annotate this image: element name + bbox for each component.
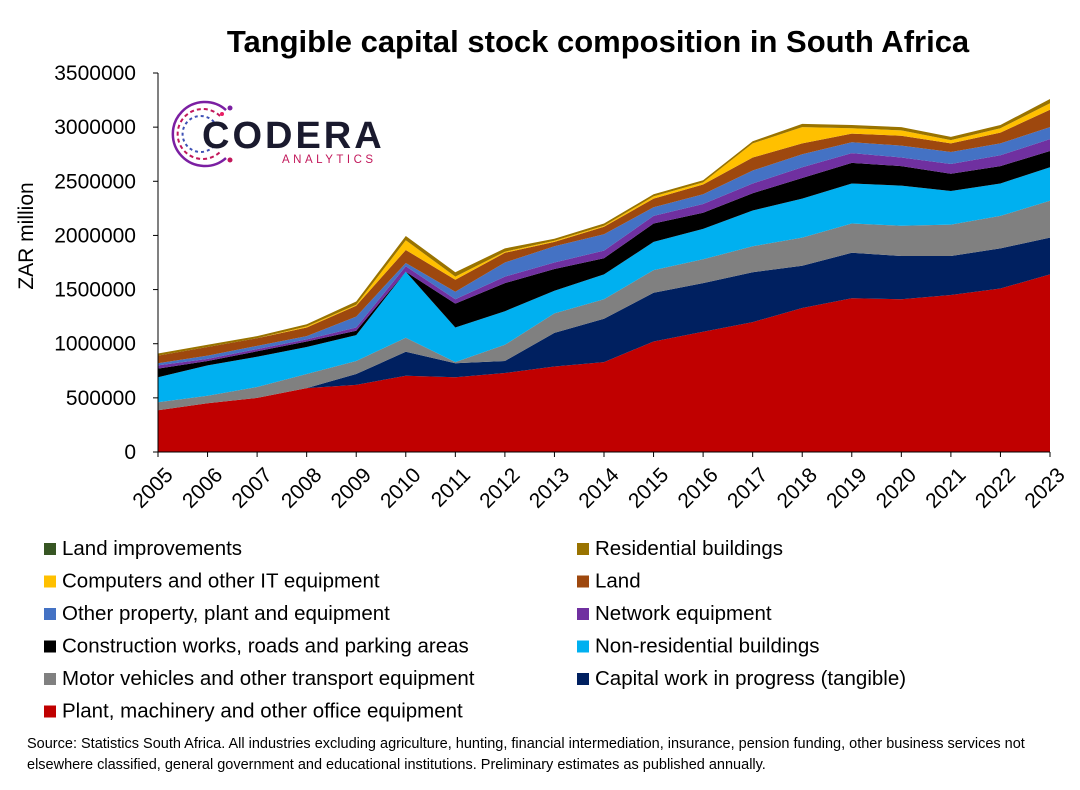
legend-swatch-6 (44, 640, 56, 653)
area-series-6 (158, 127, 1050, 366)
x-tick-labels: 2005 2006 2007 2008 2009 2010 2011 2012 2013 2014… (128, 463, 1069, 513)
x-tick-label-3: 2008 (277, 463, 326, 512)
chart: Tangible capital stock composition in So… (15, 24, 1070, 723)
legend-label-8: Motor vehicles and other transport equip… (62, 667, 475, 690)
legend-swatch-1 (577, 543, 589, 555)
x-tick-label-6: 2011 (427, 463, 475, 511)
x-tick-label-11: 2016 (674, 463, 723, 512)
y-tick-label-5: 2500000 (54, 170, 136, 193)
legend-label-10: Plant, machinery and other office equipm… (62, 700, 463, 723)
x-tick-label-16: 2021 (921, 463, 970, 512)
area-series-5 (158, 139, 1050, 369)
legend-swatch-2 (44, 575, 56, 588)
legend-swatch-8 (44, 673, 56, 685)
chart-title: Tangible capital stock composition in So… (227, 24, 970, 59)
x-tick-label-14: 2019 (822, 463, 871, 512)
codera-logo: CODERA ANALYTICS (171, 100, 385, 168)
legend-label-3: Land (595, 570, 641, 593)
legend-label-2: Computers and other IT equipment (62, 570, 380, 593)
area-series-3 (158, 167, 1050, 403)
x-tick-label-7: 2012 (475, 463, 524, 512)
legend-swatch-10 (44, 705, 56, 718)
axes (153, 72, 1051, 457)
legend-label-5: Network equipment (595, 602, 772, 625)
legend-label-0: Land improvements (62, 537, 242, 560)
x-tick-label-13: 2018 (773, 463, 822, 512)
y-tick-label-1: 500000 (66, 387, 136, 410)
legend-swatch-4 (44, 608, 56, 620)
x-tick-label-17: 2022 (971, 463, 1020, 512)
x-tick-label-1: 2006 (178, 463, 227, 512)
legend: Land improvements Residential buildings Co… (44, 537, 906, 723)
legend-swatch-9 (577, 673, 589, 685)
y-tick-label-0: 0 (124, 441, 136, 464)
legend-label-7: Non-residential buildings (595, 635, 820, 658)
y-tick-label-6: 3000000 (54, 116, 136, 139)
area-series-2 (158, 200, 1050, 411)
logo-mark-icon (171, 100, 233, 168)
legend-label-6: Construction works, roads and parking ar… (62, 635, 469, 658)
legend-label-9: Capital work in progress (tangible) (595, 667, 906, 690)
y-tick-labels: 0 500000 1000000 1500000 2000000 2500000 30000… (54, 62, 136, 464)
legend-swatch-7 (577, 640, 589, 653)
y-tick-label-4: 2000000 (54, 224, 136, 247)
y-tick-label-3: 1500000 (54, 279, 136, 302)
y-tick-label-2: 1000000 (54, 333, 136, 356)
legend-swatch-5 (577, 608, 589, 620)
x-tick-label-5: 2010 (376, 463, 425, 512)
x-tick-label-2: 2007 (228, 463, 277, 512)
x-tick-label-18: 2023 (1020, 463, 1069, 512)
x-tick-label-0: 2005 (128, 463, 177, 512)
area-series-1 (158, 237, 1050, 411)
y-tick-label-7: 3500000 (54, 62, 136, 85)
source-note: Source: Statistics South Africa. All ind… (27, 736, 1025, 773)
area-series-group (158, 99, 1050, 452)
x-tick-label-4: 2009 (327, 463, 376, 512)
area-series-4 (158, 151, 1050, 378)
logo-wordmark: CODERA (202, 115, 385, 157)
x-tick-label-12: 2017 (723, 463, 772, 512)
logo-subtitle: ANALYTICS (282, 154, 377, 166)
area-series-0 (158, 274, 1050, 452)
y-axis-label: ZAR million (15, 182, 38, 289)
legend-swatch-3 (577, 575, 589, 588)
x-tick-label-15: 2020 (872, 463, 921, 512)
x-tick-label-10: 2015 (624, 463, 673, 512)
legend-label-1: Residential buildings (595, 537, 783, 560)
legend-label-4: Other property, plant and equipment (62, 602, 390, 625)
x-tick-label-9: 2014 (574, 463, 624, 513)
legend-swatch-0 (44, 543, 56, 555)
x-tick-label-8: 2013 (525, 463, 574, 512)
